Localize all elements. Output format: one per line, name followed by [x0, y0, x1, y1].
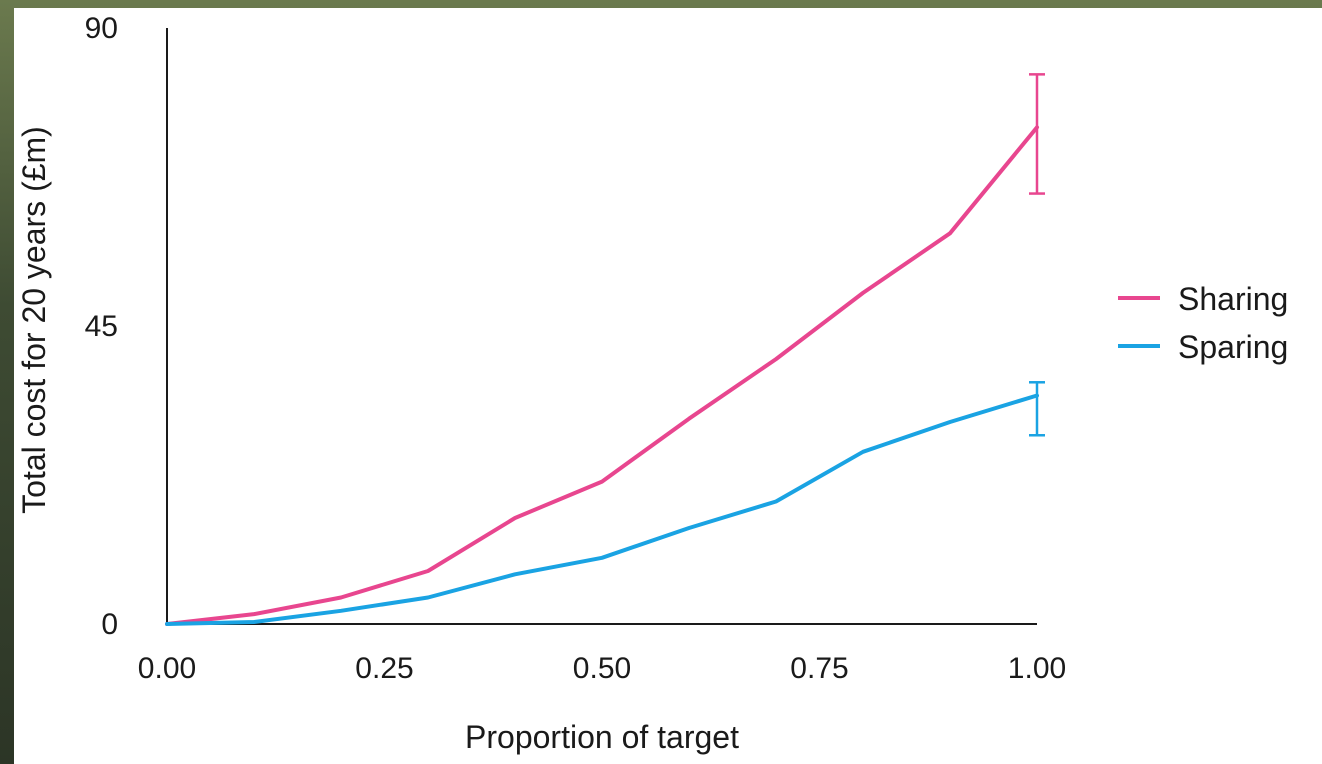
x-tick-label: 1.00	[1008, 652, 1066, 685]
x-tick-label: 0.00	[138, 652, 196, 685]
legend: Sharing Sparing	[1118, 281, 1288, 365]
y-tick-labels: 0 45 90	[85, 12, 118, 641]
series-lines	[165, 125, 1039, 626]
error-bars	[1029, 73, 1045, 437]
legend-item-sparing: Sparing	[1118, 329, 1288, 365]
axes	[166, 28, 1037, 625]
x-tick-labels: 0.00 0.25 0.50 0.75 1.00	[138, 652, 1066, 685]
series-line-sparing	[165, 393, 1039, 626]
y-tick-label: 0	[101, 608, 118, 641]
series-line-sharing	[165, 125, 1039, 626]
y-tick-label: 45	[85, 310, 118, 343]
chart-panel	[14, 8, 1322, 764]
error-bar-sharing	[1029, 73, 1045, 195]
y-tick-label: 90	[85, 12, 118, 45]
error-bar-sparing	[1029, 381, 1045, 437]
x-tick-label: 0.25	[355, 652, 413, 685]
x-tick-label: 0.75	[790, 652, 848, 685]
legend-item-sharing: Sharing	[1118, 281, 1288, 317]
legend-label: Sparing	[1178, 329, 1288, 365]
x-tick-label: 0.50	[573, 652, 631, 685]
y-axis-title: Total cost for 20 years (£m)	[16, 126, 52, 514]
x-axis-title: Proportion of target	[465, 719, 739, 755]
legend-label: Sharing	[1178, 281, 1288, 317]
